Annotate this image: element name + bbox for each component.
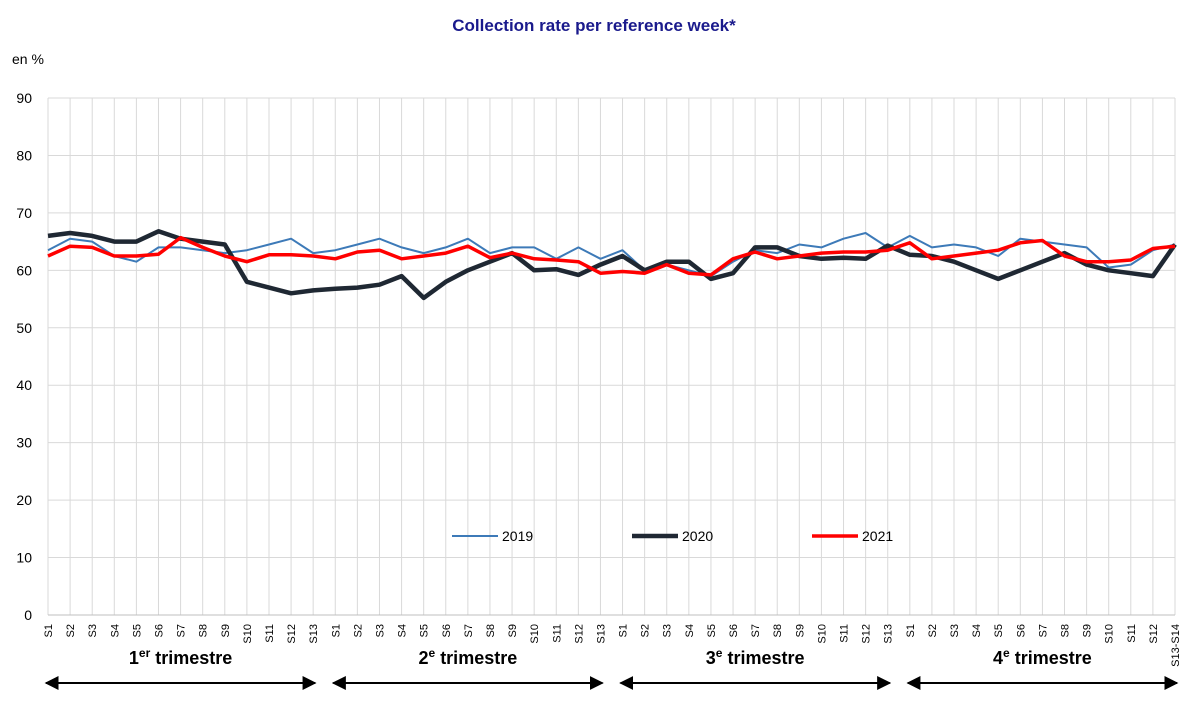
quarter-label: 1er trimestre [129,646,232,668]
x-tick-label: S7 [176,624,188,637]
x-tick-label: S8 [1060,624,1072,637]
quarter-suffix: e [716,646,723,660]
x-tick-label: S3 [374,624,386,637]
x-tick-label: S13 [883,624,895,644]
x-tick-label: S8 [485,624,497,637]
x-tick-label: S4 [684,624,696,637]
x-tick-label: S1 [905,624,917,637]
x-tick-label: S5 [706,624,718,637]
y-tick-label: 90 [16,90,32,106]
x-tick-label: S9 [507,624,519,637]
x-tick-label: S6 [1015,624,1027,637]
y-tick-label: 30 [16,435,32,451]
series-line [47,235,1176,277]
y-tick-label: 80 [16,147,32,163]
x-tick-label: S13 [595,624,607,644]
quarter-suffix: er [139,646,151,660]
series-line [47,229,1177,301]
quarter-number: 2 [418,648,428,668]
x-tick-label: S1 [43,624,55,637]
x-tick-label: S4 [109,624,121,637]
x-tick-label: S2 [640,624,652,637]
x-tick-label: S9 [794,624,806,637]
x-tick-label: S2 [352,624,364,637]
x-tick-label: S2 [65,624,77,637]
x-tick-label: S4 [971,624,983,637]
x-tick-label: S10 [816,624,828,644]
legend-label: 2019 [502,528,533,544]
x-tick-label: S10 [242,624,254,644]
x-tick-label: S9 [220,624,232,637]
quarter-word: trimestre [727,648,804,668]
quarter-label: 3e trimestre [706,646,805,668]
x-tick-label: S5 [993,624,1005,637]
x-tick-label: S6 [153,624,165,637]
quarter-number: 4 [993,648,1003,668]
x-tick-label: S13 [308,624,320,644]
x-tick-label: S3 [87,624,99,637]
legend-label: 2020 [682,528,713,544]
x-tick-label: S6 [441,624,453,637]
quarter-word: trimestre [440,648,517,668]
x-tick-label: S12 [1148,624,1160,644]
x-tick-label: S11 [1126,624,1138,643]
x-tick-label: S7 [750,624,762,637]
x-tick-label: S11 [264,624,276,643]
x-tick-label: S11 [551,624,563,643]
quarter-label: 2e trimestre [418,646,517,668]
x-tick-label: S12 [861,624,873,644]
x-tick-label: S7 [1037,624,1049,637]
x-tick-label: S3 [662,624,674,637]
x-tick-label: S8 [198,624,210,637]
legend-label: 2021 [862,528,893,544]
x-tick-label: S10 [1104,624,1116,644]
y-tick-label: 10 [16,550,32,566]
y-tick-label: 20 [16,492,32,508]
x-tick-label: S5 [419,624,431,637]
quarter-suffix: e [1003,646,1010,660]
quarter-word: trimestre [1015,648,1092,668]
x-tick-label: S12 [573,624,585,644]
x-tick-label: S9 [1082,624,1094,637]
y-tick-label: 50 [16,320,32,336]
quarter-number: 3 [706,648,716,668]
x-tick-label: S1 [330,624,342,637]
quarter-number: 1 [129,648,139,668]
y-axis-label: en % [12,51,44,67]
x-tick-label: S8 [772,624,784,637]
quarter-label: 4e trimestre [993,646,1092,668]
y-tick-label: 0 [24,607,32,623]
x-tick-label: S10 [529,624,541,644]
y-tick-label: 40 [16,377,32,393]
x-tick-label: S5 [131,624,143,637]
x-tick-label: S12 [286,624,298,644]
x-tick-label: S4 [397,624,409,637]
x-tick-label: S6 [728,624,740,637]
x-tick-label: S7 [463,624,475,637]
x-tick-label: S13-S14 [1170,624,1182,667]
y-tick-label: 60 [16,262,32,278]
chart-title: Collection rate per reference week* [452,16,736,35]
x-tick-label: S2 [927,624,939,637]
x-tick-label: S3 [949,624,961,637]
quarter-suffix: e [429,646,436,660]
quarter-word: trimestre [155,648,232,668]
y-tick-label: 70 [16,205,32,221]
x-tick-label: S1 [618,624,630,637]
x-tick-label: S11 [839,624,851,643]
